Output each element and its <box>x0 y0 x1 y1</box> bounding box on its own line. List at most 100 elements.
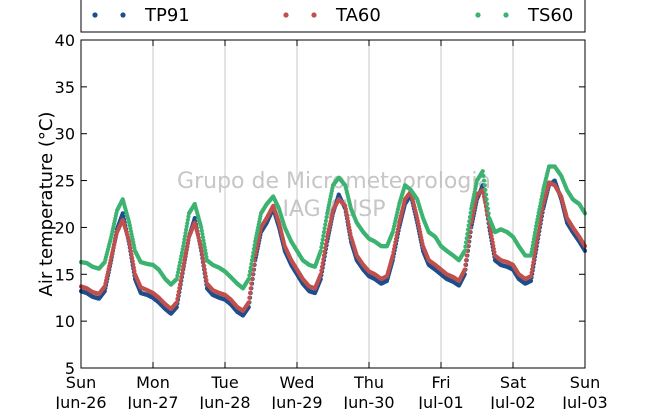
data-point <box>321 253 327 258</box>
data-point <box>179 253 184 259</box>
data-point <box>535 214 541 219</box>
y-tick-label: 5 <box>65 359 75 378</box>
legend-frame <box>80 0 586 33</box>
data-point <box>532 249 538 254</box>
data-point <box>531 240 536 245</box>
legend-marker <box>475 12 481 18</box>
data-point <box>203 248 208 253</box>
x-axis: SunJun-26MonJun-27TueJun-28WedJun-29ThuJ… <box>54 40 608 409</box>
data-point <box>202 267 207 272</box>
data-point <box>177 260 183 265</box>
data-point <box>323 245 328 251</box>
data-point <box>199 249 204 254</box>
data-point <box>533 227 538 232</box>
data-point <box>323 222 328 227</box>
data-point <box>185 221 190 226</box>
data-point <box>251 246 257 252</box>
data-point <box>345 216 350 221</box>
data-point <box>530 267 535 272</box>
data-point <box>176 267 181 272</box>
data-point <box>464 236 469 241</box>
data-point <box>248 286 253 291</box>
data-point <box>537 207 542 212</box>
data-point <box>252 243 257 248</box>
data-point <box>468 210 473 215</box>
data-point <box>249 281 254 286</box>
data-point <box>178 278 183 284</box>
data-point <box>534 242 539 248</box>
data-point <box>485 201 490 207</box>
data-point <box>203 251 208 256</box>
data-point <box>323 242 329 247</box>
data-point <box>179 250 185 255</box>
data-point <box>533 246 538 251</box>
data-point <box>320 260 325 266</box>
data-point <box>463 244 468 249</box>
data-point <box>538 216 543 222</box>
x-tick-label-date: Jul-02 <box>489 393 535 409</box>
x-tick-label-date: Jul-01 <box>417 393 463 409</box>
data-point <box>530 263 535 268</box>
data-point <box>131 262 136 267</box>
data-point <box>392 243 397 248</box>
data-point <box>175 270 181 275</box>
data-point <box>177 282 183 287</box>
data-point <box>175 293 181 298</box>
data-point <box>466 223 471 228</box>
data-point <box>538 200 543 206</box>
data-point <box>484 197 489 202</box>
data-point <box>485 206 491 211</box>
data-point <box>199 245 204 251</box>
legend-label: TA60 <box>335 5 381 26</box>
data-point <box>532 230 538 235</box>
data-point <box>537 204 543 209</box>
data-point <box>324 215 329 220</box>
x-tick-label-day: Wed <box>280 373 315 392</box>
data-point <box>491 243 496 248</box>
data-point <box>535 217 540 222</box>
data-point <box>202 263 207 268</box>
y-axis: 5 10 15 20 25 30 35 40 <box>55 31 585 378</box>
data-point <box>321 233 326 238</box>
data-point <box>536 210 541 215</box>
data-point <box>128 249 134 254</box>
y-tick-label: 40 <box>55 31 75 50</box>
x-tick-label-day: Fri <box>431 373 450 392</box>
data-point <box>490 237 495 242</box>
y-tick-label: 30 <box>55 125 75 144</box>
data-point <box>204 278 209 283</box>
data-point <box>186 214 191 219</box>
data-point <box>128 245 133 251</box>
x-tick-label-day: Thu <box>353 373 384 392</box>
data-point <box>481 178 487 183</box>
data-point <box>531 260 536 265</box>
data-point <box>486 211 491 216</box>
data-point <box>182 237 187 242</box>
y-tick-label: 20 <box>55 218 75 237</box>
data-point <box>540 191 545 196</box>
x-tick-label-day: Mon <box>136 373 170 392</box>
data-point <box>319 264 325 269</box>
x-tick-label-day: Sun <box>570 373 600 392</box>
data-point <box>178 257 183 262</box>
data-point <box>464 253 469 258</box>
data-point <box>181 244 186 249</box>
data-point <box>488 230 494 235</box>
data-point <box>200 256 206 261</box>
data-point <box>528 253 534 258</box>
data-point <box>185 217 190 223</box>
data-point <box>247 290 253 296</box>
data-point <box>129 252 134 257</box>
legend: TP91 TA60 TS60 <box>80 0 586 33</box>
data-point <box>391 246 397 252</box>
data-point <box>250 272 255 277</box>
legend-marker <box>283 12 289 18</box>
data-point <box>200 235 206 240</box>
data-point <box>394 233 399 238</box>
data-point <box>247 295 252 300</box>
data-point <box>247 269 253 274</box>
legend-marker <box>503 12 509 18</box>
data-point <box>482 183 487 188</box>
x-tick-label-day: Tue <box>210 373 238 392</box>
